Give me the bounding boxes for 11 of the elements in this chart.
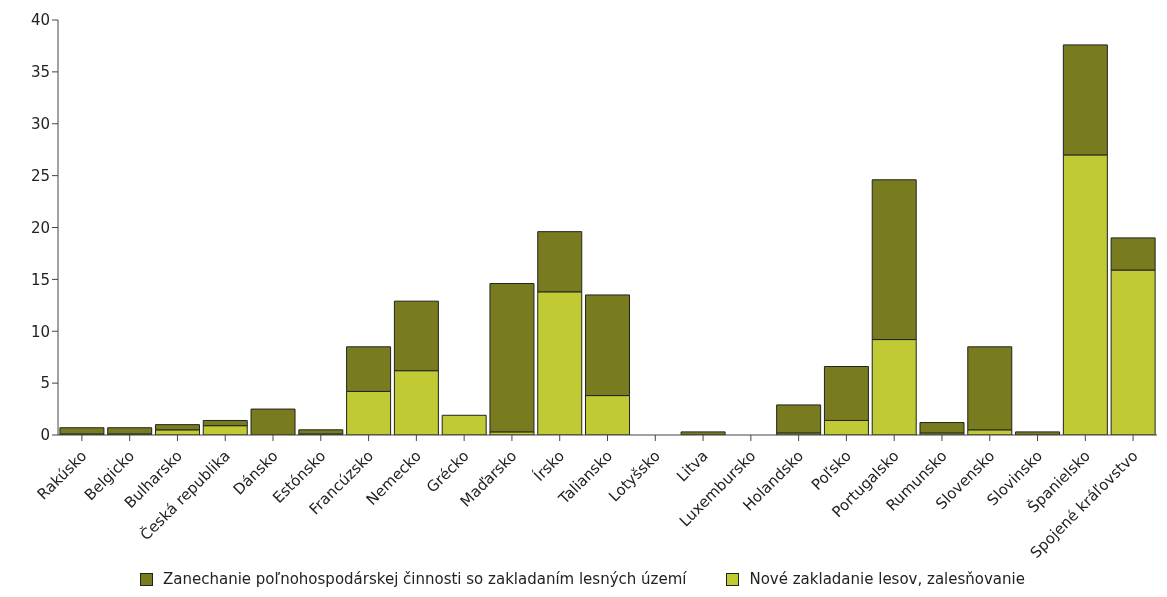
y-tick-label: 25 [30,166,50,185]
y-tick-label: 10 [30,322,50,341]
y-tick-label: 40 [30,11,50,30]
y-tick-label: 5 [40,374,50,393]
legend-label: Nové zakladanie lesov, zalesňovanie [749,570,1025,588]
y-tick-label: 15 [30,270,50,289]
y-tick-label: 0 [40,426,50,445]
y-tick-label: 35 [30,63,50,82]
legend-label: Zanechanie poľnohospodárskej činnosti so zakladaním lesných území [163,570,687,588]
y-tick-label: 20 [30,218,50,237]
y-tick-label: 30 [30,115,50,134]
